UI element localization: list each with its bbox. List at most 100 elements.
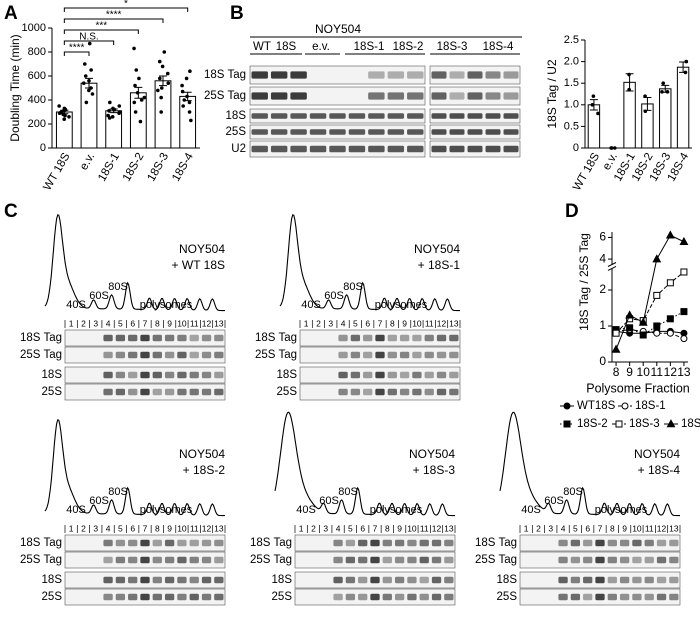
blot-band	[201, 576, 212, 584]
fraction-label: 3	[323, 523, 328, 533]
blot-row-label: 18S Tag	[20, 537, 62, 549]
legend-label: 18S-1	[635, 400, 666, 412]
blot-band	[607, 539, 617, 547]
blot-band	[444, 556, 454, 564]
blot-row-label: 18S	[42, 574, 63, 586]
blot-band	[363, 351, 373, 359]
series-marker	[653, 329, 661, 337]
blot-band	[583, 576, 593, 584]
fraction-label: 1	[69, 523, 74, 533]
blot-band	[370, 576, 380, 584]
blot-band	[309, 113, 327, 119]
lane-label: WT	[253, 41, 271, 53]
series-marker	[612, 329, 620, 337]
x-tick-label: WT 18S	[42, 151, 73, 193]
y-tick-label: 800	[28, 46, 46, 58]
blot-band	[152, 576, 162, 584]
fraction-label: 2	[311, 523, 316, 533]
blot-band	[387, 113, 405, 119]
lane-label: 18S-2	[393, 41, 424, 53]
fraction-label: 13	[449, 318, 459, 328]
y-axis-title: 18S Tag / U2	[545, 59, 559, 128]
significance-label: ***	[95, 21, 107, 32]
legend-label: 18S-4	[681, 418, 700, 430]
data-point	[180, 89, 185, 94]
blot-band	[656, 576, 667, 584]
significance-bracket	[63, 7, 189, 12]
blot-band	[177, 334, 187, 342]
blot-band	[387, 371, 397, 379]
fraction-label: 2	[81, 523, 86, 533]
data-point	[107, 109, 111, 113]
blot-band	[164, 593, 175, 601]
blot-band	[103, 388, 113, 396]
blot-band	[407, 576, 417, 584]
blot-band	[503, 129, 519, 135]
blot-band	[436, 351, 447, 359]
data-point	[142, 95, 147, 100]
data-point	[139, 98, 144, 102]
blot-row-label: 18S	[272, 574, 293, 586]
blot-band	[128, 576, 138, 584]
data-point	[660, 90, 664, 94]
blot-band	[290, 129, 307, 135]
peak-label: 40S	[301, 299, 321, 311]
peak-label: polysomes	[595, 504, 648, 516]
profile-construct: + 18S-3	[413, 463, 456, 477]
data-point	[590, 103, 595, 107]
blot-band	[656, 593, 667, 601]
blot-band	[503, 113, 519, 119]
fraction-label: 13	[444, 523, 454, 533]
blot-band	[333, 576, 343, 584]
blot-band	[669, 576, 679, 584]
blot-band	[128, 388, 138, 396]
blot-background	[249, 65, 426, 85]
data-point	[185, 94, 189, 99]
blot-band	[669, 556, 679, 564]
blot-band	[368, 113, 385, 119]
data-point	[82, 62, 87, 66]
fraction-label: 13	[669, 523, 679, 533]
data-point	[132, 46, 136, 51]
series-marker	[639, 331, 647, 339]
blot-background	[249, 86, 426, 106]
blot-band	[338, 334, 348, 342]
profile-trace	[499, 411, 680, 517]
fraction-label: 7	[598, 523, 603, 533]
blot-band	[387, 129, 405, 135]
blot-band	[431, 71, 447, 79]
blot-band	[140, 576, 150, 584]
blot-band	[333, 556, 343, 564]
data-point	[134, 68, 139, 72]
significance-bracket	[63, 40, 115, 45]
blot-row-label: 18S	[226, 110, 247, 122]
y-tick-label: 200	[28, 118, 46, 130]
blot-band	[431, 129, 447, 135]
error-bar	[159, 75, 167, 87]
blot-band	[358, 556, 368, 564]
blot-band	[449, 371, 459, 379]
legend-label: WT18S	[577, 400, 616, 412]
x-tick-label: 13	[677, 365, 691, 379]
fraction-label: 10	[177, 523, 187, 533]
blot-band	[558, 556, 568, 564]
y-axis-title: Doubling Time (min)	[8, 34, 22, 141]
data-point	[661, 81, 666, 85]
blot-band	[189, 334, 199, 342]
blot-band	[394, 556, 405, 564]
blot-band	[632, 593, 642, 601]
blot-band	[669, 539, 679, 547]
blot-band	[387, 71, 405, 79]
blot-band	[152, 556, 162, 564]
fraction-label: 6	[365, 318, 370, 328]
data-point	[133, 110, 138, 114]
significance-label: *	[124, 0, 128, 10]
fraction-label: 8	[385, 523, 390, 533]
x-tick-label: 11	[651, 365, 664, 379]
peak-label: 60S	[324, 290, 344, 302]
blot-row-label: 18S	[42, 369, 63, 381]
blot-band	[128, 539, 138, 547]
data-point	[138, 119, 143, 124]
blot-strain: NOY504	[315, 22, 361, 36]
data-point	[159, 95, 163, 100]
